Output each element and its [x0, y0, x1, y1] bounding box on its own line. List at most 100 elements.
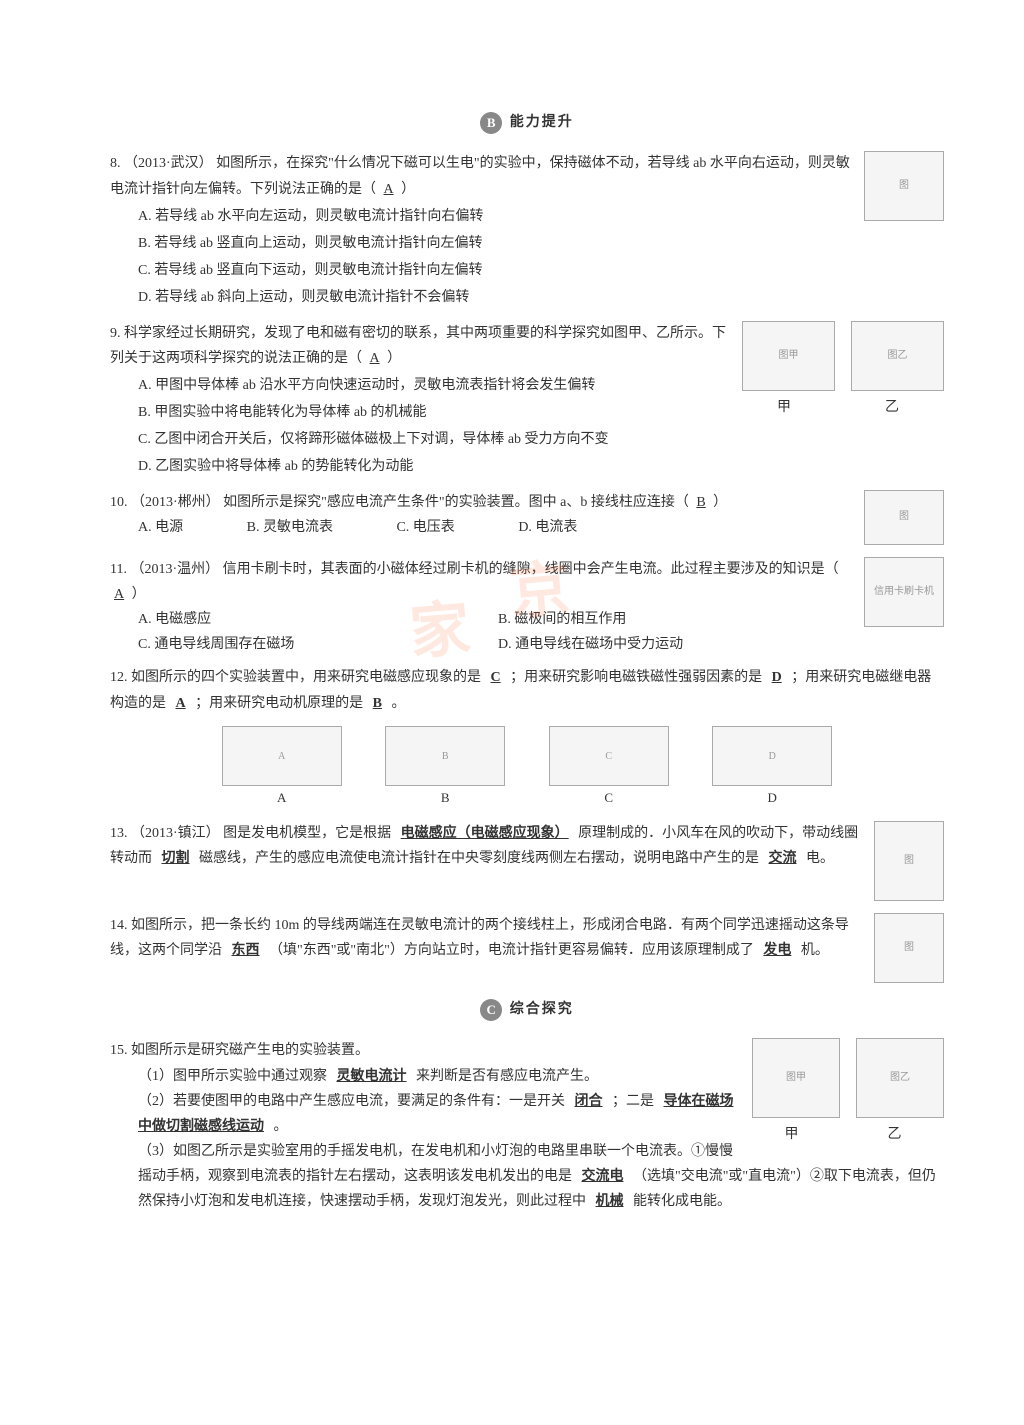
- q10-opt-b: B. 灵敏电流表: [247, 515, 333, 540]
- q8-opt-d: D. 若导线 ab 斜向上运动，则灵敏电流计指针不会偏转: [110, 285, 944, 310]
- q10-close: ）: [713, 495, 727, 510]
- q15-figure-a: 图甲: [752, 1038, 840, 1118]
- q13-stem4: 电。: [806, 851, 834, 866]
- q10-num: 10.: [110, 495, 128, 510]
- q12-stem2: ；用来研究影响电磁铁磁性强弱因素的是: [510, 670, 762, 685]
- q10-opt-d: D. 电流表: [518, 515, 577, 540]
- q8-stem: 如图所示，在探究"什么情况下磁可以生电"的实验中，保持磁体不动，若导线 ab 水…: [110, 156, 850, 196]
- q15-cap-a: 甲: [744, 1122, 839, 1147]
- q13-ans2: 切割: [156, 851, 196, 866]
- q11-opt-b: B. 磁极间的相互作用: [498, 607, 626, 632]
- q15-p2ans1: 闭合: [569, 1094, 609, 1109]
- q15-p3ans2: 机械: [590, 1194, 630, 1209]
- q15-figure-group: 图甲 图乙 甲 乙: [744, 1038, 944, 1147]
- q12-ans4: B: [367, 696, 388, 711]
- q12-lab-b: B: [365, 786, 525, 809]
- question-14: 图 14. 如图所示，把一条长约 10m 的导线两端连在灵敏电流计的两个接线柱上…: [110, 913, 944, 987]
- q13-ans1: 电磁感应（电磁感应现象）: [395, 826, 575, 841]
- q15-p1a: （1）图甲所示实验中通过观察: [138, 1069, 327, 1084]
- q12-fig-b: B: [385, 726, 505, 786]
- q15-p2b: ；二是: [612, 1094, 654, 1109]
- q11-figure: 信用卡 刷卡机: [864, 557, 944, 627]
- q8-source: （2013·武汉）: [124, 156, 213, 171]
- q14-stem2: （填"东西"或"南北"）方向站立时，电流计指针更容易偏转．应用该原理制成了: [269, 943, 754, 958]
- q12-stem4: ；用来研究电动机原理的是: [195, 696, 363, 711]
- section-c-header: C 综合探究: [110, 997, 944, 1022]
- section-c-badge: C: [480, 999, 502, 1021]
- q12-lab-c: C: [529, 786, 689, 809]
- q15-p3ans1: 交流电: [576, 1169, 630, 1184]
- q15-num: 15.: [110, 1043, 128, 1058]
- q15-p1b: 来判断是否有感应电流产生。: [416, 1069, 598, 1084]
- q13-stem3: 磁感线，产生的感应电流使电流计指针在中央零刻度线两侧左右摆动，说明电路中产生的是: [199, 851, 759, 866]
- q14-stem3: 机。: [801, 943, 829, 958]
- q12-figures: A A B B C C D D: [110, 726, 944, 811]
- q11-opt-d: D. 通电导线在磁场中受力运动: [498, 632, 683, 657]
- q8-close: ）: [401, 182, 415, 197]
- q12-ans2: D: [766, 670, 788, 685]
- q9-figure-b: 图乙: [851, 321, 944, 391]
- q15-stem: 如图所示是研究磁产生电的实验装置。: [131, 1043, 369, 1058]
- q10-opt-c: C. 电压表: [396, 515, 454, 540]
- q9-figure-group: 图甲 图乙 甲 乙: [734, 321, 944, 420]
- q15-p1ans: 灵敏电流计: [331, 1069, 413, 1084]
- q15-cap-b: 乙: [847, 1122, 942, 1147]
- q11-stem: 信用卡刷卡时，其表面的小磁体经过刷卡机的缝隙，线圈中会产生电流。此过程主要涉及的…: [223, 562, 839, 577]
- q13-num: 13.: [110, 826, 128, 841]
- q9-close: ）: [387, 351, 401, 366]
- q11-opt-a: A. 电磁感应: [138, 607, 498, 632]
- section-b-title: 能力提升: [510, 110, 574, 135]
- q8-num: 8.: [110, 156, 121, 171]
- q8-answer: A: [380, 182, 398, 197]
- q9-fig-cap-b: 乙: [842, 395, 942, 420]
- q10-options: A. 电源 B. 灵敏电流表 C. 电压表 D. 电流表: [110, 515, 944, 540]
- q9-opt-c: C. 乙图中闭合开关后，仅将蹄形磁体磁极上下对调，导体棒 ab 受力方向不变: [110, 427, 944, 452]
- q8-opt-a: A. 若导线 ab 水平向左运动，则灵敏电流计指针向右偏转: [110, 204, 944, 229]
- q15-figure-b: 图乙: [856, 1038, 944, 1118]
- question-12: 12. 如图所示的四个实验装置中，用来研究电磁感应现象的是 C ；用来研究影响电…: [110, 665, 944, 811]
- question-11: 京 家 信用卡 刷卡机 11. （2013·温州） 信用卡刷卡时，其表面的小磁体…: [110, 557, 944, 658]
- q12-num: 12.: [110, 670, 128, 685]
- q13-ans3: 交流: [763, 851, 803, 866]
- q10-stem: 如图所示是探究"感应电流产生条件"的实验装置。图中 a、b 接线柱应连接（: [223, 495, 689, 510]
- q14-num: 14.: [110, 918, 128, 933]
- q13-figure: 图: [874, 821, 944, 901]
- q9-num: 9.: [110, 326, 121, 341]
- q12-stem1: 如图所示的四个实验装置中，用来研究电磁感应现象的是: [131, 670, 481, 685]
- q11-opts: A. 电磁感应 B. 磁极间的相互作用 C. 通电导线周围存在磁场 D. 通电导…: [110, 607, 944, 657]
- question-10: 图 10. （2013·郴州） 如图所示是探究"感应电流产生条件"的实验装置。图…: [110, 490, 944, 549]
- q11-answer: A: [110, 587, 128, 602]
- q13-stem1: 图是发电机模型，它是根据: [223, 826, 391, 841]
- q9-opt-d: D. 乙图实验中将导体棒 ab 的势能转化为动能: [110, 454, 944, 479]
- question-15: 图甲 图乙 甲 乙 15. 如图所示是研究磁产生电的实验装置。 （1）图甲所示实…: [110, 1038, 944, 1214]
- q15-p3c: 能转化成电能。: [633, 1194, 731, 1209]
- q12-ans1: C: [485, 670, 507, 685]
- q13-source: （2013·镇江）: [131, 826, 220, 841]
- q12-fig-d: D: [712, 726, 832, 786]
- q15-p2c: 。: [274, 1119, 288, 1134]
- q12-stem5: 。: [391, 696, 405, 711]
- section-c-title: 综合探究: [510, 997, 574, 1022]
- q12-fig-a: A: [222, 726, 342, 786]
- question-8: 图 8. （2013·武汉） 如图所示，在探究"什么情况下磁可以生电"的实验中，…: [110, 151, 944, 312]
- q14-figure: 图: [874, 913, 944, 983]
- q12-ans3: A: [170, 696, 192, 711]
- q8-figure: 图: [864, 151, 944, 221]
- q12-fig-c: C: [549, 726, 669, 786]
- question-13: 图 13. （2013·镇江） 图是发电机模型，它是根据 电磁感应（电磁感应现象…: [110, 821, 944, 905]
- q8-opt-c: C. 若导线 ab 竖直向下运动，则灵敏电流计指针向左偏转: [110, 258, 944, 283]
- q9-fig-cap-a: 甲: [734, 395, 834, 420]
- q14-ans2: 发电: [757, 943, 797, 958]
- q15-p2a: （2）若要使图甲的电路中产生感应电流，要满足的条件有：一是开关: [138, 1094, 565, 1109]
- q11-close: ）: [132, 587, 146, 602]
- q9-answer: A: [366, 351, 384, 366]
- q10-opt-a: A. 电源: [138, 515, 183, 540]
- q9-stem: 科学家经过长期研究，发现了电和磁有密切的联系，其中两项重要的科学探究如图甲、乙所…: [110, 326, 726, 366]
- q12-lab-d: D: [692, 786, 852, 809]
- q11-opt-c: C. 通电导线周围存在磁场: [138, 632, 498, 657]
- q10-figure: 图: [864, 490, 944, 545]
- q11-source: （2013·温州）: [130, 562, 219, 577]
- q10-answer: B: [692, 495, 709, 510]
- q12-lab-a: A: [202, 786, 362, 809]
- q11-num: 11.: [110, 562, 127, 577]
